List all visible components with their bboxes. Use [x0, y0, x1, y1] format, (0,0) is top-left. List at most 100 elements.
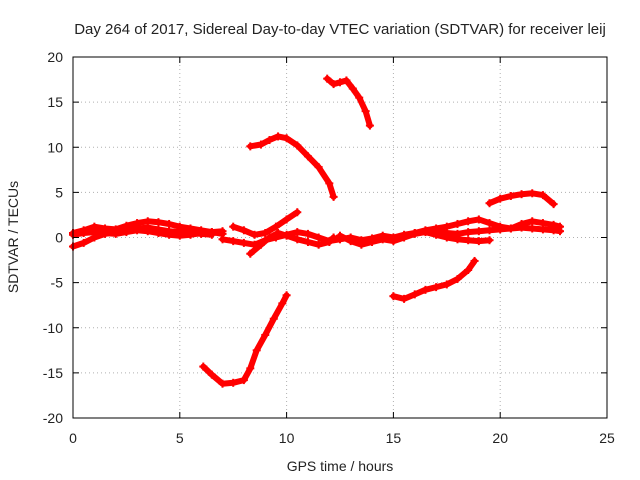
- data-point: [199, 362, 208, 371]
- y-tick-label: 5: [55, 184, 63, 200]
- data-point: [143, 227, 152, 236]
- data-point: [197, 228, 206, 237]
- data-point: [278, 299, 287, 308]
- data-point: [239, 238, 248, 247]
- data-point: [325, 179, 334, 188]
- y-tick-label: 15: [47, 94, 63, 110]
- data-point: [229, 237, 238, 246]
- data-point: [314, 240, 323, 249]
- data-point: [175, 231, 184, 240]
- data-point: [186, 230, 195, 239]
- y-tick-label: -5: [51, 275, 64, 291]
- data-point: [528, 224, 537, 233]
- data-point: [207, 370, 216, 379]
- axis-ticks: [72, 56, 608, 419]
- data-point: [474, 227, 483, 236]
- data-point: [293, 235, 302, 244]
- data-point: [218, 227, 227, 236]
- data-point: [218, 379, 227, 388]
- data-point: [410, 228, 419, 237]
- data-point: [239, 226, 248, 235]
- data-point: [274, 228, 283, 237]
- data-point: [453, 219, 462, 228]
- data-point: [346, 237, 355, 246]
- data-point: [79, 228, 88, 237]
- data-point: [154, 218, 163, 227]
- data-point: [342, 76, 351, 85]
- data-point: [355, 93, 364, 102]
- data-point: [293, 141, 302, 150]
- data-point: [365, 121, 374, 130]
- data-point: [389, 237, 398, 246]
- y-tick-label: 20: [47, 49, 63, 65]
- data-point: [517, 190, 526, 199]
- data-point: [464, 228, 473, 237]
- data-point: [348, 84, 357, 93]
- x-tick-labels: 0 5 10 15 20 25: [69, 430, 615, 446]
- data-point: [111, 229, 120, 238]
- y-tick-labels: -20 -15 -10 -5 0 5 10 15 20: [43, 49, 63, 426]
- data-point: [325, 238, 334, 247]
- data-point: [133, 226, 142, 235]
- data-point: [229, 378, 238, 387]
- data-point: [464, 217, 473, 226]
- data-point: [506, 224, 515, 233]
- data-point: [368, 238, 377, 247]
- x-tick-label: 25: [599, 430, 615, 446]
- data-point: [421, 226, 430, 235]
- data-point: [329, 192, 338, 201]
- data-point: [496, 194, 505, 203]
- data-point: [303, 229, 312, 238]
- series-arc-f: [247, 230, 337, 257]
- data-point: [314, 163, 323, 172]
- data-point: [250, 230, 259, 239]
- data-point: [442, 233, 451, 242]
- series-arc-i: [247, 133, 337, 200]
- data-point: [90, 228, 99, 237]
- y-axis-title: SDTVAR / TECUs: [5, 181, 21, 293]
- data-point: [485, 219, 494, 228]
- data-point: [361, 107, 370, 116]
- data-point: [506, 191, 515, 200]
- data-point: [485, 236, 494, 245]
- data-point: [432, 283, 441, 292]
- data-point: [218, 235, 227, 244]
- y-tick-label: -15: [43, 365, 63, 381]
- data-point: [246, 364, 255, 373]
- data-point: [474, 237, 483, 246]
- x-tick-label: 0: [69, 430, 77, 446]
- data-point: [464, 236, 473, 245]
- data-point: [336, 78, 344, 87]
- data-point: [549, 200, 558, 209]
- data-point: [421, 285, 430, 294]
- data-point: [336, 231, 344, 240]
- data-point: [453, 275, 462, 284]
- data-point: [549, 220, 558, 229]
- x-tick-label: 15: [386, 430, 402, 446]
- data-point: [464, 265, 473, 274]
- data-point: [269, 314, 278, 323]
- x-axis-title: GPS time / hours: [287, 458, 394, 474]
- data-point: [474, 215, 483, 224]
- data-point: [314, 233, 323, 242]
- data-point: [293, 208, 302, 217]
- y-tick-label: -10: [43, 320, 63, 336]
- data-point: [256, 240, 265, 249]
- data-point: [239, 376, 248, 385]
- data-point: [485, 199, 494, 208]
- data-point: [389, 292, 398, 301]
- data-point: [329, 233, 338, 242]
- y-tick-label: -20: [43, 410, 63, 426]
- data-point: [556, 222, 565, 231]
- data-point: [246, 249, 255, 258]
- data-point: [271, 222, 280, 231]
- x-tick-label: 10: [279, 430, 295, 446]
- data-point: [357, 240, 366, 249]
- data-point: [229, 222, 238, 231]
- data-point: [528, 217, 537, 226]
- data-point: [122, 228, 131, 237]
- chart-title: Day 264 of 2017, Sidereal Day-to-day VTE…: [74, 21, 606, 38]
- x-tick-label: 20: [492, 430, 508, 446]
- data-point: [528, 189, 537, 198]
- data-point: [517, 219, 526, 228]
